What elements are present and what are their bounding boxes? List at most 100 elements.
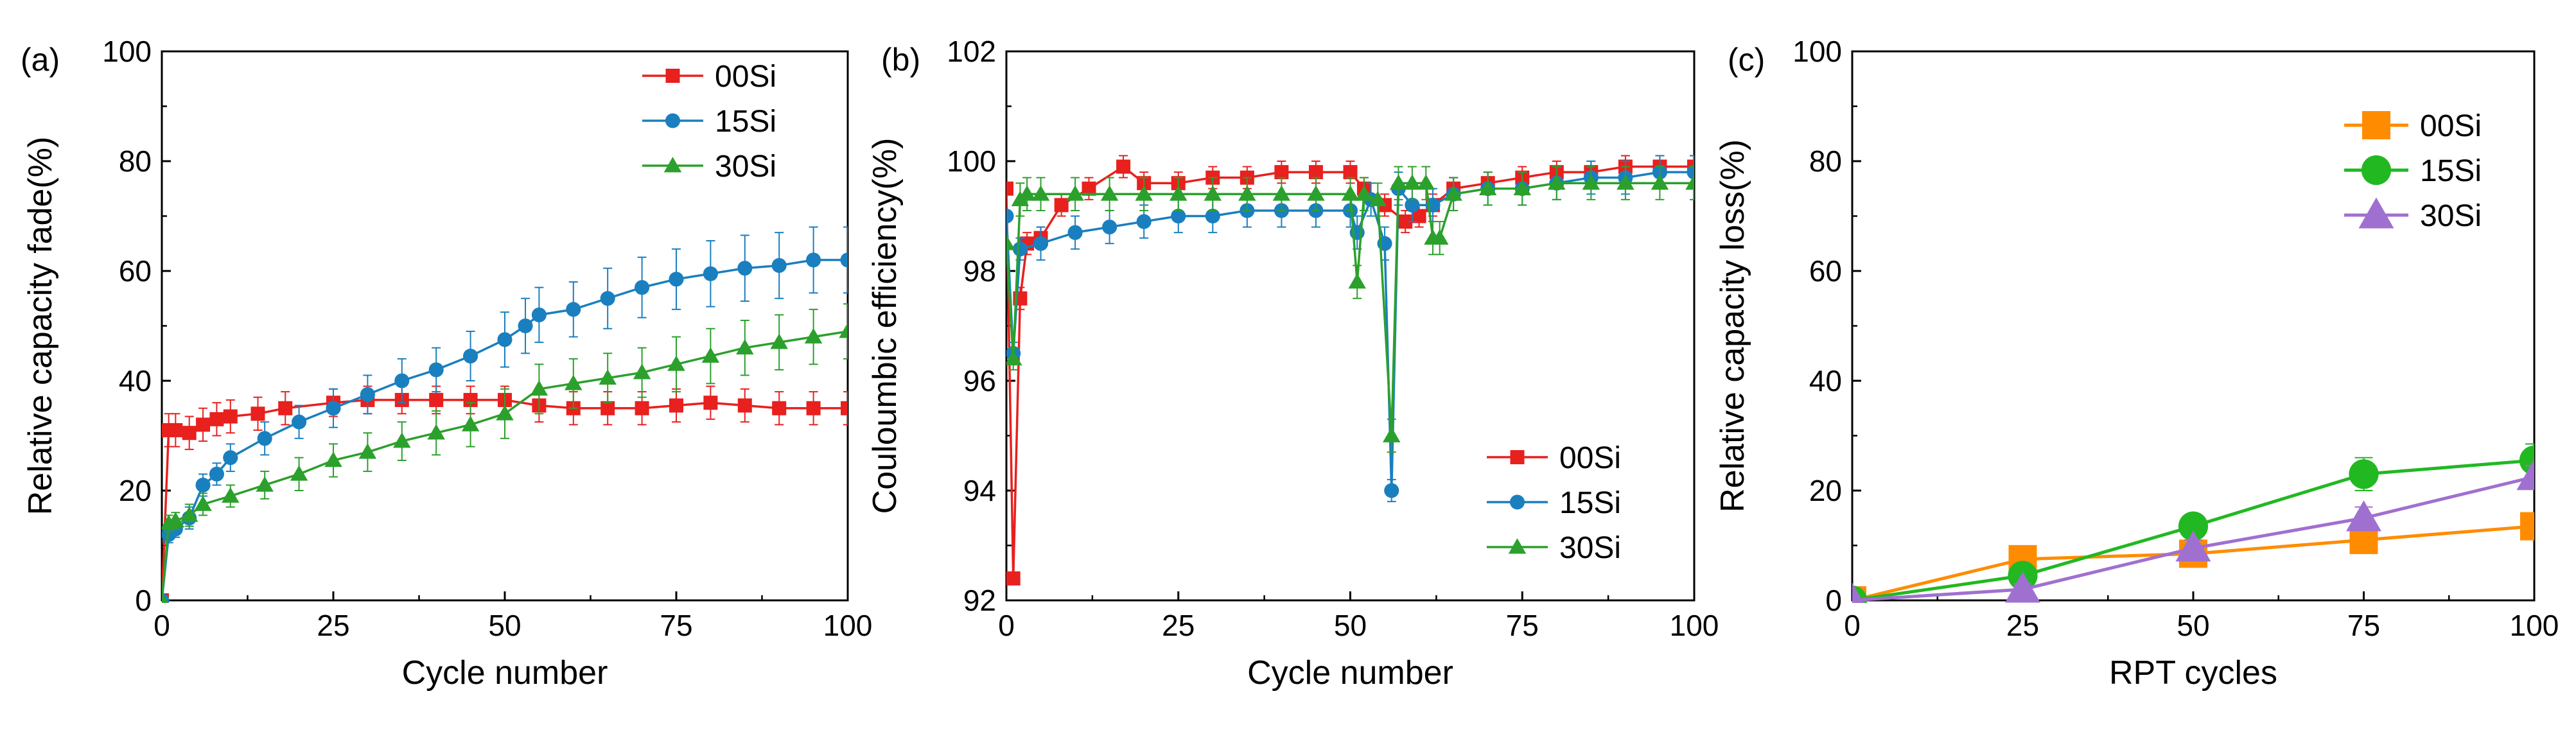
data-point-a-15Si [840,252,848,268]
data-point-b-30Si [1389,174,1408,190]
x-tick-label-c: 100 [2510,609,2559,642]
data-point-b-30Si [1100,185,1119,201]
data-point-a-30Si [358,443,377,459]
y-tick-label-a: 100 [102,35,152,68]
x-axis-label-a: Cycle number [402,654,608,692]
y-tick-label-c: 0 [1825,584,1842,617]
data-point-b-15Si [1205,208,1220,224]
panel-b: (b) 0 25 50 75 100 92 94 96 98 100 102 Cycle number C… [866,35,1719,692]
y-tick-label-b: 100 [947,144,996,178]
legend-marker-a-15Si [665,113,681,128]
data-point-a-00Si [168,423,183,437]
data-point-b-30Si [1478,180,1497,196]
panel-label-a: (a) [21,42,60,78]
data-point-b-30Si [1006,234,1015,250]
data-point-a-00Si [223,409,238,424]
x-tick-label-c: 50 [2177,609,2209,642]
data-point-a-00Si [806,401,821,415]
data-point-a-15Si [600,291,615,306]
data-point-b-30Si [1513,180,1531,196]
panel-a: (a) 0 25 50 75 100 0 20 40 60 80 100 Cycle number Rel… [21,35,872,692]
y-tick-label-a: 60 [119,254,152,288]
series-a-15Si [162,226,848,603]
data-point-b-00Si [1274,165,1289,180]
data-point-a-30Si [180,506,198,522]
y-tick-label-b: 102 [947,35,996,68]
legend-marker-b-00Si [1510,450,1525,464]
legend-marker-a-30Si [663,157,682,173]
data-point-b-30Si [1369,191,1387,207]
data-point-b-30Si [1430,229,1449,245]
data-point-b-15Si [1384,483,1399,498]
data-point-a-15Si [209,466,224,482]
data-point-b-30Si [1348,273,1366,289]
y-axis-label-b: Couloumbic efficiency(%) [866,138,904,514]
data-point-a-15Si [257,431,272,446]
data-point-a-30Si [166,512,185,528]
data-point-a-15Si [737,261,753,276]
data-point-a-30Si [290,465,308,481]
data-point-a-30Si [496,405,514,421]
data-point-b-30Si [1170,185,1187,201]
y-axis-label-c: Relative capacity loss(%) [1714,139,1751,512]
data-point-b-30Si [1444,185,1462,201]
data-point-a-00Si [841,401,848,415]
legend-marker-a-00Si [665,69,680,83]
legend-label-c-15Si: 15Si [2420,154,2482,188]
data-point-b-00Si [1054,198,1069,213]
data-point-b-00Si [1116,159,1131,174]
series-b-30Si [1006,166,1694,453]
data-point-a-15Si [703,266,718,281]
data-point-b-30Si [1307,185,1325,201]
data-point-c-30Si [2346,500,2381,532]
x-tick-label-c: 25 [2006,609,2039,642]
legend-label-c-30Si: 30Si [2420,199,2482,233]
panel-label-c: (c) [1728,42,1765,78]
data-point-b-30Si [1417,174,1435,190]
data-point-b-30Si [1617,174,1634,190]
data-point-b-00Si [1343,165,1358,180]
data-point-a-15Si [669,272,684,287]
data-point-a-30Si [736,338,754,355]
data-point-b-00Si [1412,209,1426,223]
legend-label-a-15Si: 15Si [715,105,776,139]
data-point-c-15Si [2349,459,2379,489]
data-point-a-15Si [566,302,581,317]
data-point-a-15Si [806,252,821,268]
legend-marker-c-30Si [2358,197,2394,229]
data-point-b-30Si [1066,185,1084,201]
data-point-b-30Si [1403,174,1421,190]
data-point-b-30Si [1548,174,1566,190]
y-axis-label-a: Relative capacity fade(%) [22,137,59,516]
data-point-b-30Si [1651,174,1669,190]
data-point-a-00Si [635,401,649,415]
data-point-a-00Si [182,426,197,440]
data-point-a-30Si [599,369,617,385]
x-tick-label-a: 25 [317,609,349,642]
legend-label-b-15Si: 15Si [1559,486,1621,520]
data-point-a-15Si [326,401,341,416]
legend-marker-b-30Si [1508,538,1527,554]
data-point-b-30Si [1006,350,1022,366]
data-point-b-30Si [1031,185,1050,201]
y-tick-label-c: 40 [1809,364,1842,397]
series-a-30Si [162,303,848,603]
legend-label-b-00Si: 00Si [1559,441,1621,475]
data-point-b-15Si [1067,225,1083,240]
x-axis-label-b: Cycle number [1247,654,1453,692]
data-point-a-30Si [461,415,480,431]
legend-label-a-00Si: 00Si [715,60,776,94]
data-point-a-30Si [565,374,583,390]
data-point-b-15Si [1171,208,1186,224]
x-tick-label-c: 0 [1844,609,1861,642]
data-point-a-15Si [394,373,410,388]
data-point-a-30Si [222,487,240,503]
data-point-a-15Si [518,318,533,334]
data-point-a-00Si [250,406,265,421]
x-tick-label-a: 75 [660,609,692,642]
x-tick-label-a: 50 [488,609,521,642]
data-point-b-30Si [1135,185,1153,201]
data-point-a-15Si [223,450,238,466]
y-tick-label-b: 98 [963,254,996,288]
data-point-b-30Si [1204,185,1222,201]
